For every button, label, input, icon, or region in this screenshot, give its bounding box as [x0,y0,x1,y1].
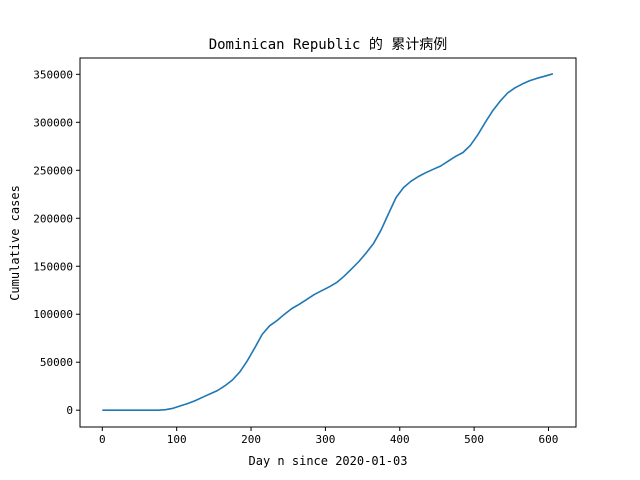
y-tick-label: 200000 [33,212,73,225]
chart-title: Dominican Republic 的 累计病例 [209,37,448,53]
x-tick-label: 400 [390,433,410,446]
x-tick-label: 600 [539,433,559,446]
y-tick-label: 100000 [33,308,73,321]
plot-area: 0 100 200 300 400 500 600 0 50000 100000 150000 20… [33,57,577,446]
y-tick-label: 350000 [33,68,73,81]
y-tick-label: 250000 [33,164,73,177]
y-tick-label: 300000 [33,116,73,129]
x-tick-label: 0 [99,433,106,446]
x-tick-label: 500 [464,433,484,446]
axes-frame [79,57,577,428]
x-tick-label: 300 [315,433,335,446]
x-tick-label: 100 [167,433,187,446]
series-layer [102,73,554,412]
y-tick-label: 0 [66,404,73,417]
y-axis-ticks: 0 50000 100000 150000 200000 250000 300000 3500… [33,68,80,417]
y-tick-label: 50000 [40,356,73,369]
y-axis-label: Cumulative cases [8,185,22,301]
y-tick-label: 150000 [33,260,73,273]
x-axis-label: Day n since 2020-01-03 [249,454,408,468]
series-line-cumulative-cases [102,73,554,412]
x-tick-label: 200 [241,433,261,446]
x-axis-ticks: 0 100 200 300 400 500 600 [99,427,558,446]
